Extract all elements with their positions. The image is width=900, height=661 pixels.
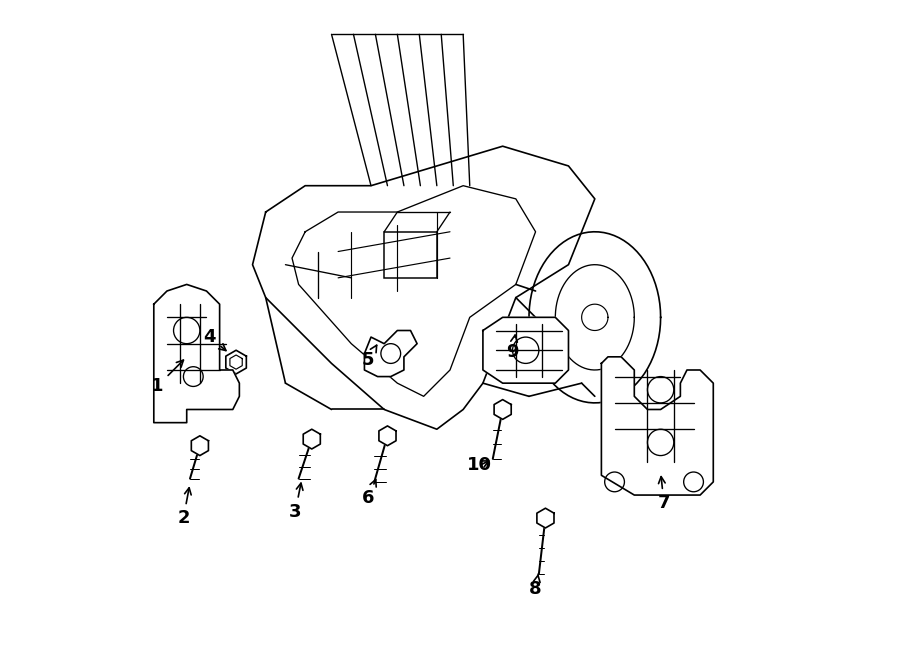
Text: 9: 9 (507, 335, 518, 360)
Polygon shape (494, 400, 511, 419)
Polygon shape (154, 284, 239, 422)
Polygon shape (364, 330, 417, 377)
Text: 7: 7 (658, 477, 670, 512)
Polygon shape (483, 317, 569, 383)
Text: 6: 6 (362, 480, 376, 508)
Text: 5: 5 (362, 345, 377, 369)
Text: 8: 8 (529, 574, 542, 598)
Text: 10: 10 (467, 457, 492, 475)
Polygon shape (537, 508, 554, 528)
Bar (384, 232, 436, 278)
Text: 3: 3 (289, 483, 303, 520)
Text: 2: 2 (177, 488, 191, 527)
Polygon shape (379, 426, 396, 446)
Text: 4: 4 (203, 328, 226, 350)
Polygon shape (303, 429, 320, 449)
Polygon shape (601, 357, 714, 495)
Text: 1: 1 (151, 360, 184, 395)
Polygon shape (192, 436, 209, 455)
